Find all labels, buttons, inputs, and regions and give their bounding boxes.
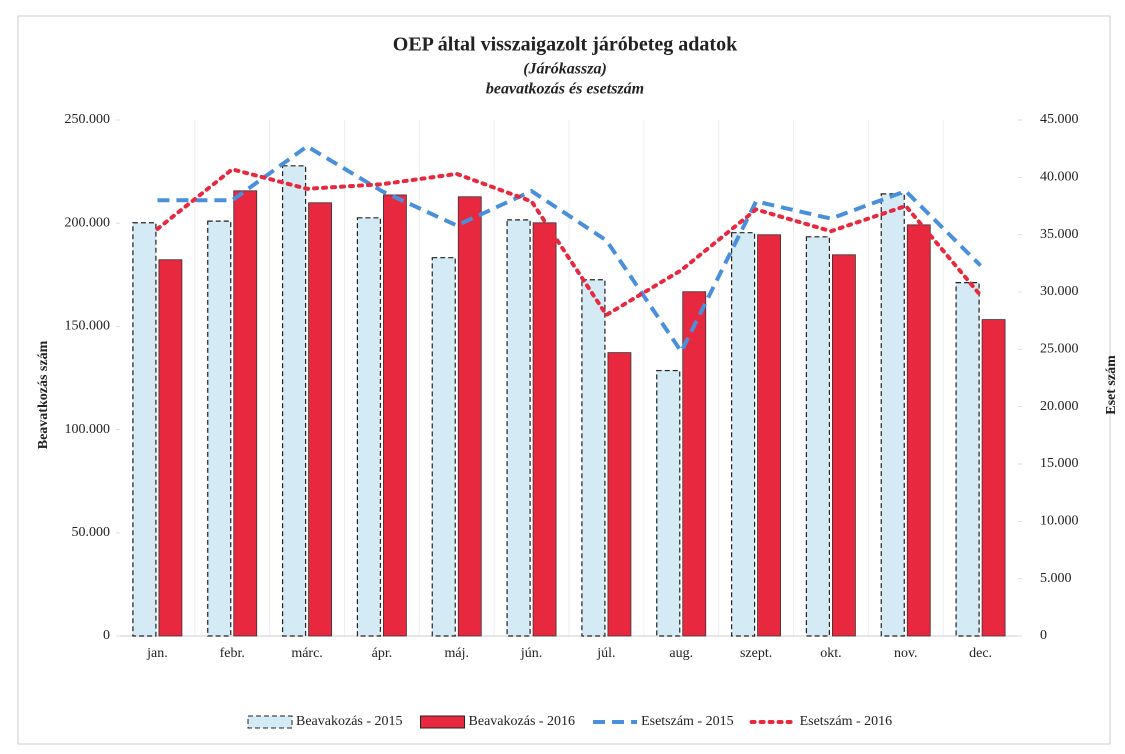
y2-tick-label: 0 bbox=[1040, 628, 1047, 643]
bar bbox=[805, 236, 831, 637]
legend-swatch bbox=[420, 715, 466, 729]
bar bbox=[233, 190, 258, 637]
legend-swatch bbox=[247, 715, 293, 729]
chart-title: OEP által visszaigazolt járóbeteg adatok bbox=[393, 34, 738, 56]
x-tick-label: júl. bbox=[596, 646, 615, 661]
x-tick-label: aug. bbox=[669, 646, 693, 661]
bar bbox=[281, 165, 307, 637]
x-tick-label: nov. bbox=[894, 646, 918, 661]
bar bbox=[757, 234, 781, 637]
bar bbox=[906, 224, 931, 637]
bar bbox=[457, 196, 482, 637]
line-series bbox=[157, 143, 982, 356]
bar bbox=[607, 352, 632, 637]
bar bbox=[356, 217, 382, 637]
y-axis-title: Beavatkozás szám bbox=[36, 340, 51, 449]
bar bbox=[730, 232, 756, 637]
y2-tick-label: 45.000 bbox=[1040, 112, 1079, 127]
bar bbox=[506, 219, 531, 637]
x-tick-label: febr. bbox=[220, 646, 245, 661]
y-tick-label: 50.000 bbox=[72, 525, 111, 540]
bar bbox=[880, 193, 905, 637]
y-tick-label: 200.000 bbox=[65, 215, 111, 230]
y2-tick-label: 15.000 bbox=[1040, 456, 1079, 471]
y-tick-label: 0 bbox=[103, 628, 110, 643]
legend-label: Esetszám - 2016 bbox=[800, 714, 893, 729]
y2-tick-label: 30.000 bbox=[1040, 284, 1079, 299]
bar bbox=[532, 222, 557, 637]
y2-tick-label: 5.000 bbox=[1040, 571, 1072, 586]
bar bbox=[308, 202, 332, 637]
bar bbox=[158, 259, 183, 637]
bar bbox=[981, 319, 1006, 637]
bar bbox=[431, 257, 456, 637]
bar bbox=[955, 282, 980, 637]
x-tick-label: okt. bbox=[820, 646, 841, 661]
x-tick-label: jún. bbox=[520, 646, 542, 661]
bar bbox=[581, 279, 606, 637]
x-tick-label: szept. bbox=[740, 646, 772, 661]
y2-tick-label: 40.000 bbox=[1040, 170, 1079, 185]
legend-label: Beavakozás - 2016 bbox=[469, 714, 576, 729]
bar bbox=[656, 369, 681, 637]
y2-axis-title: Eset szám bbox=[1104, 355, 1119, 415]
bar bbox=[682, 291, 707, 637]
legend-label: Beavakozás - 2015 bbox=[296, 714, 403, 729]
x-tick-label: máj. bbox=[445, 646, 470, 661]
x-tick-label: márc. bbox=[291, 646, 322, 661]
bar bbox=[832, 254, 856, 637]
bar bbox=[132, 222, 157, 637]
chart-border bbox=[17, 15, 1111, 745]
bar bbox=[383, 194, 407, 637]
y2-tick-label: 20.000 bbox=[1040, 399, 1079, 414]
y2-tick-label: 25.000 bbox=[1040, 342, 1079, 357]
bar bbox=[207, 220, 232, 637]
y2-tick-label: 10.000 bbox=[1040, 514, 1079, 529]
x-tick-label: jan. bbox=[146, 646, 168, 661]
x-tick-label: ápr. bbox=[372, 646, 393, 661]
chart-subtitle: beavatkozás és esetszám bbox=[486, 81, 644, 98]
y2-tick-label: 35.000 bbox=[1040, 227, 1079, 242]
chart-subtitle: (Járókassza) bbox=[523, 61, 607, 78]
y-tick-label: 150.000 bbox=[65, 319, 111, 334]
y-tick-label: 250.000 bbox=[65, 112, 111, 127]
y-tick-label: 100.000 bbox=[65, 422, 111, 437]
line-series bbox=[155, 167, 983, 318]
x-tick-label: dec. bbox=[969, 646, 992, 661]
legend-label: Esetszám - 2015 bbox=[641, 714, 734, 729]
